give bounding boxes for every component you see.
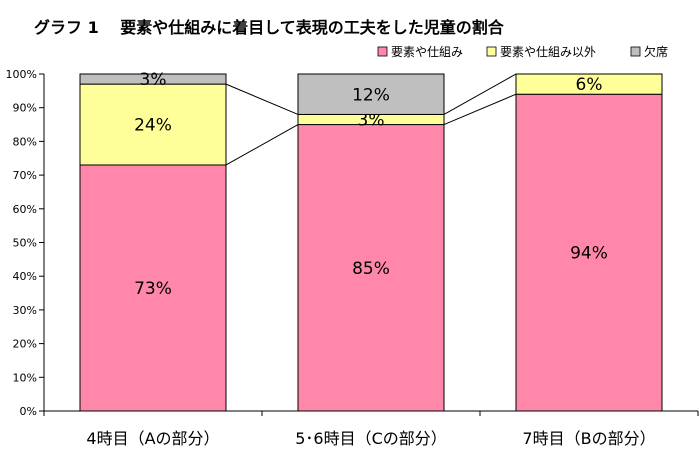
bar-segment (297, 73, 445, 115)
y-tick-label: 0% (20, 405, 37, 418)
series-line (225, 83, 299, 115)
legend-label: 要素や仕組み以外 (500, 45, 596, 59)
x-tick-label: 4時目（Aの部分） (86, 429, 219, 448)
bar-segment (297, 124, 445, 412)
bar-segment (79, 73, 227, 85)
x-tick-label: 7時目（Bの部分） (522, 429, 655, 448)
legend-swatch (630, 46, 641, 57)
series-line (443, 93, 517, 126)
y-tick-label: 40% (13, 270, 37, 283)
y-axis: 0% 10% 20% 30% 40% 50% 60% 70% 80% 90% 100% (6, 68, 45, 418)
y-tick-label: 30% (13, 304, 37, 317)
y-tick-label: 10% (13, 371, 37, 384)
y-tick-label: 60% (13, 203, 37, 216)
bar-segment (515, 73, 663, 95)
x-tick-label: 5･6時目（Cの部分） (295, 429, 447, 448)
legend-swatch (377, 46, 388, 57)
bars: 73% 24% 3% 85% 3% 12% 94% 6% (79, 70, 663, 412)
bar-segment (79, 83, 227, 166)
bar-segment (79, 164, 227, 412)
data-label: 6% (576, 75, 603, 95)
y-tick-label: 80% (13, 135, 37, 148)
series-line (443, 73, 517, 115)
chart-title: グラフ 1 要素や仕組みに着目して表現の工夫をした児童の割合 (34, 18, 505, 37)
legend-label: 要素や仕組み (391, 45, 463, 59)
data-label: 3% (140, 70, 167, 90)
y-tick-label: 70% (13, 169, 37, 182)
data-label: 24% (134, 116, 172, 136)
legend-label: 欠席 (644, 44, 668, 59)
legend-swatch (486, 46, 497, 57)
data-label: 94% (570, 244, 608, 264)
data-label: 85% (352, 259, 390, 279)
data-label: 3% (358, 111, 385, 131)
data-label: 73% (134, 279, 172, 299)
bar-segment (515, 93, 663, 412)
y-tick-label: 90% (13, 102, 37, 115)
x-axis: 4時目（Aの部分） 5･6時目（Cの部分） 7時目（Bの部分） (43, 410, 699, 448)
y-tick-label: 100% (6, 68, 37, 81)
data-label: 12% (352, 85, 390, 105)
y-tick-label: 20% (13, 338, 37, 351)
y-tick-label: 50% (13, 237, 37, 250)
legend: 要素や仕組み 要素や仕組み以外 欠席 (377, 44, 668, 59)
series-line (225, 124, 299, 166)
